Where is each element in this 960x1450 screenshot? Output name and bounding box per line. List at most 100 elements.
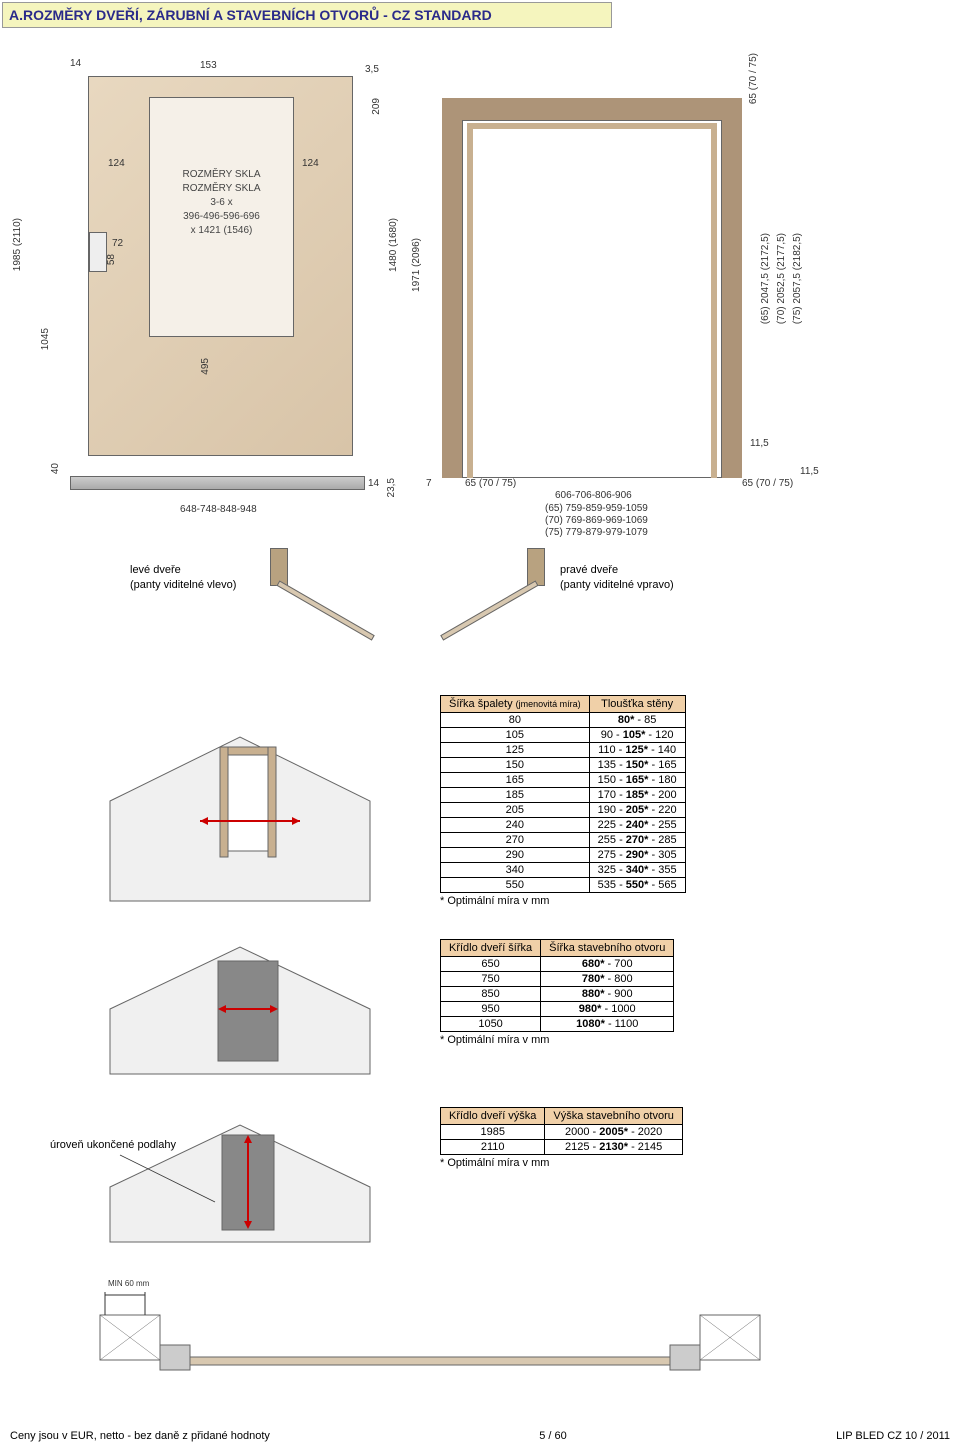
table2-row: Křídlo dveří šířkaŠířka stavebního otvor… [0,939,960,1079]
dim-6570-bl: 65 (70 / 75) [465,478,516,489]
dim-58: 58 [106,254,117,265]
table2-illustration [100,939,380,1079]
dim-495: 495 [200,358,211,375]
right-door-label: pravé dveře (panty viditelné vpravo) [560,563,674,594]
cell: 205 [441,803,590,818]
dim-1985: 1985 (2110) [12,218,23,271]
cell: 80 [441,713,590,728]
table2-note: * Optimální míra v mm [440,1034,674,1046]
technical-diagram: ROZMĚRY SKLA ROZMĚRY SKLA 3-6 x 396-496-… [0,38,960,533]
right-door-l1: pravé dveře [560,563,674,578]
cell: 240 [441,818,590,833]
dim-124r: 124 [302,158,319,169]
dim-124l: 124 [108,158,125,169]
table2-container: Křídlo dveří šířkaŠířka stavebního otvor… [410,939,674,1046]
dim-35: 3,5 [365,64,379,75]
table-row: 850880* - 900 [441,987,674,1002]
dim-648: 648-748-848-948 [180,504,257,515]
cell: 850 [441,987,541,1002]
cell: 1080* - 1100 [541,1017,674,1032]
cell: 780* - 800 [541,972,674,987]
footer-right: LIP BLED CZ 10 / 2011 [836,1430,950,1442]
table-wall-thickness: Šířka špalety (jmenovitá míra)Tloušťka s… [440,695,686,893]
dim-75a: (75) 2057,5 (2182,5) [792,233,803,324]
door-bottom-profile [70,476,365,490]
cell: 170 - 185* - 200 [589,788,685,803]
dim-40: 40 [50,463,61,474]
t1-h2: Tloušťka stěny [589,696,685,713]
t2-h1: Křídlo dveří šířka [441,940,541,957]
door-glass-area: ROZMĚRY SKLA ROZMĚRY SKLA 3-6 x 396-496-… [149,97,294,337]
left-hinge-drawing [270,548,385,618]
cell: 125 [441,743,590,758]
dim-115b: 11,5 [800,466,819,477]
cell: 340 [441,863,590,878]
hinge-upper [89,232,107,272]
cell: 950 [441,1002,541,1017]
cell: 325 - 340* - 355 [589,863,685,878]
min60: MIN 60 mm [108,1279,149,1288]
dim-606: 606-706-806-906 [555,490,632,501]
cell: 750 [441,972,541,987]
dim-153: 153 [200,60,217,71]
cell: 2000 - 2005* - 2020 [545,1125,682,1140]
footer-center: 5 / 60 [539,1430,567,1442]
table-row: 650680* - 700 [441,957,674,972]
dim-65a: (65) 2047,5 (2172,5) [760,233,771,324]
dim-6570-br: 65 (70 / 75) [742,478,793,489]
dim-72: 72 [112,238,123,249]
threshold-section: MIN 60 mm [0,1275,960,1405]
dim-779: (75) 779-879-979-1079 [545,527,648,538]
cell: 135 - 150* - 165 [589,758,685,773]
table-row: 290275 - 290* - 305 [441,848,686,863]
glass-line1: ROZMĚRY SKLA [150,168,293,182]
cell: 90 - 105* - 120 [589,728,685,743]
table1-note: * Optimální míra v mm [440,895,686,907]
table-row: 165150 - 165* - 180 [441,773,686,788]
page-title: A.ROZMĚRY DVEŘÍ, ZÁRUBNÍ A STAVEBNÍCH OT… [2,2,612,28]
table3-container: Křídlo dveří výškaVýška stavebního otvor… [410,1107,683,1169]
cell: 105 [441,728,590,743]
cell: 535 - 550* - 565 [589,878,685,893]
cell: 270 [441,833,590,848]
cell: 275 - 290* - 305 [589,848,685,863]
door-panel: ROZMĚRY SKLA ROZMĚRY SKLA 3-6 x 396-496-… [88,76,353,456]
door-frame [442,98,742,478]
cell: 150 [441,758,590,773]
table1-row: Šířka špalety (jmenovitá míra)Tloušťka s… [0,691,960,911]
page-footer: Ceny jsou v EUR, netto - bez daně z přid… [0,1430,960,1442]
cell: 880* - 900 [541,987,674,1002]
right-door-l2: (panty viditelné vpravo) [560,578,674,593]
table-row: 550535 - 550* - 565 [441,878,686,893]
tables-section: Šířka špalety (jmenovitá míra)Tloušťka s… [0,691,960,1247]
table-row: 125110 - 125* - 140 [441,743,686,758]
table-row: 8080* - 85 [441,713,686,728]
cell: 680* - 700 [541,957,674,972]
dim-1480: 1480 (1680) [388,218,399,272]
right-hinge-drawing [430,548,545,618]
left-door-l2: (panty viditelné vlevo) [130,578,236,593]
table1-illustration [100,691,380,911]
t3-h1: Křídlo dveří výška [441,1108,545,1125]
dim-1045: 1045 [40,328,51,350]
t1-h1: Šířka špalety (jmenovitá míra) [441,696,590,713]
table-row: 340325 - 340* - 355 [441,863,686,878]
cell: 2125 - 2130* - 2145 [545,1140,682,1155]
table-row: 10501080* - 1100 [441,1017,674,1032]
cell: 980* - 1000 [541,1002,674,1017]
dim-759: (65) 759-859-959-1059 [545,503,648,514]
hinge-direction-section: levé dveře (panty viditelné vlevo) pravé… [0,543,960,673]
threshold-drawing: MIN 60 mm [90,1275,770,1395]
left-door-l1: levé dveře [130,563,236,578]
dim-14b: 14 [368,478,379,489]
glass-line5: x 1421 (1546) [150,224,293,238]
dim-769: (70) 769-869-969-1069 [545,515,648,526]
footer-left: Ceny jsou v EUR, netto - bez daně z přid… [10,1430,270,1442]
dim-1971: 1971 (2096) [411,238,422,292]
table-row: 10590 - 105* - 120 [441,728,686,743]
table-row: 205190 - 205* - 220 [441,803,686,818]
table3-note: * Optimální míra v mm [440,1157,683,1169]
cell: 1050 [441,1017,541,1032]
table1-container: Šířka špalety (jmenovitá míra)Tloušťka s… [410,695,686,907]
cell: 225 - 240* - 255 [589,818,685,833]
